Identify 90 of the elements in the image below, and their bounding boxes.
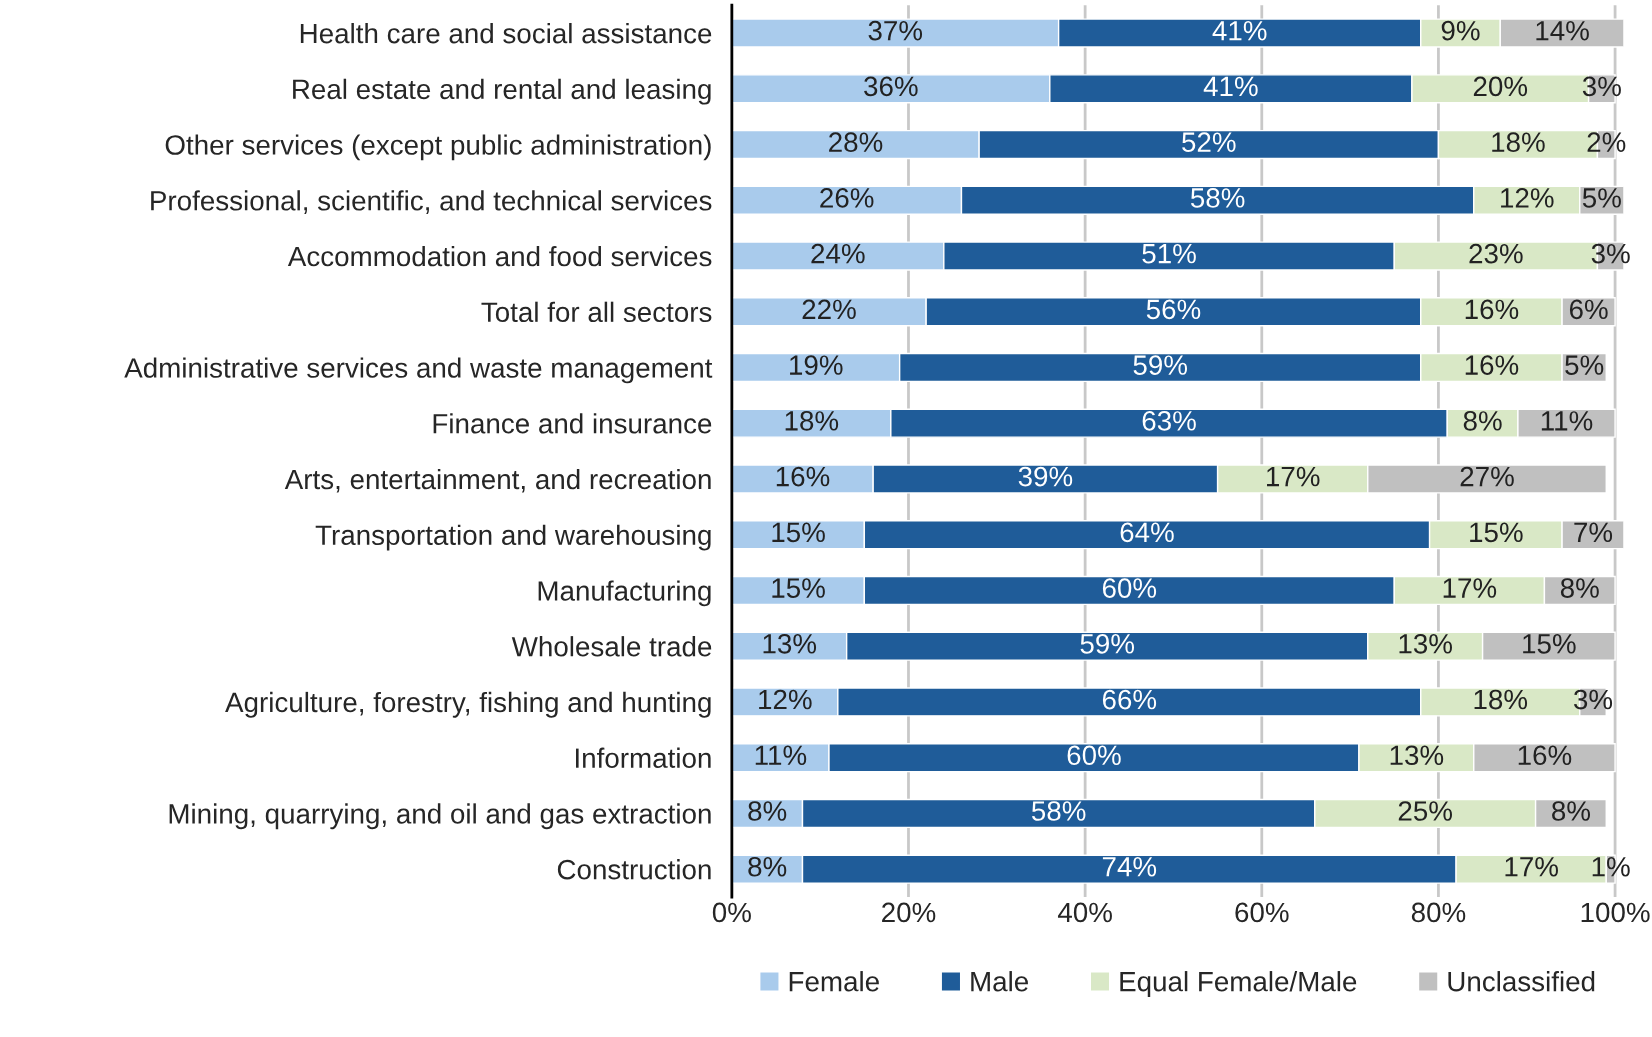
data-label: 16%: [1465, 355, 1519, 375]
data-label: 3%: [1591, 243, 1630, 264]
data-label: 14%: [1536, 20, 1589, 41]
data-label: 15%: [1523, 634, 1576, 654]
data-label: 8%: [1552, 801, 1591, 821]
data-label: 26%: [820, 188, 874, 208]
data-label: 22%: [802, 299, 856, 320]
data-label: 15%: [772, 578, 825, 598]
y-tick-label: Arts, entertainment, and recreation: [284, 468, 711, 493]
data-label: 56%: [1146, 299, 1201, 320]
y-tick-label: Professional, scientific, and technical services: [151, 190, 712, 214]
data-label: 12%: [1501, 188, 1554, 208]
data-label: 23%: [1469, 243, 1523, 264]
x-tick-label: 100%: [1581, 902, 1650, 923]
data-label: 5%: [1582, 188, 1621, 208]
data-label: 8%: [748, 856, 787, 877]
y-tick-label: Mining, quarrying, and oil and gas extraction: [169, 803, 711, 830]
data-label: 9%: [1441, 20, 1480, 41]
data-label: 11%: [755, 745, 807, 766]
legend-label: Male: [971, 971, 1028, 992]
x-tick-label: 60%: [1235, 902, 1289, 923]
data-label: 39%: [1018, 466, 1073, 487]
data-label: 28%: [829, 132, 883, 152]
legend-label: Female: [789, 971, 879, 992]
data-label: 27%: [1460, 466, 1514, 487]
data-label: 18%: [785, 411, 839, 431]
data-label: 24%: [811, 243, 865, 264]
data-label: 15%: [1470, 522, 1523, 543]
data-label: 19%: [790, 355, 843, 375]
data-label: 3%: [1582, 76, 1621, 97]
data-label: 8%: [1463, 411, 1502, 431]
data-label: 8%: [748, 801, 787, 821]
data-label: 13%: [763, 633, 817, 654]
data-label: 15%: [772, 522, 825, 543]
data-label: 58%: [1190, 188, 1245, 208]
data-label: 8%: [1560, 578, 1599, 598]
x-tick-label: 0%: [712, 902, 751, 923]
data-label: 63%: [1142, 411, 1196, 431]
y-tick-label: Transportation and warehousing: [315, 524, 711, 551]
legend-label: Equal Female/Male: [1120, 971, 1357, 997]
data-label: 17%: [1267, 466, 1320, 487]
data-label: 16%: [776, 466, 830, 487]
data-label: 18%: [1474, 689, 1528, 710]
data-label: 1%: [1592, 857, 1630, 877]
data-label: 58%: [1031, 801, 1086, 821]
data-label: 74%: [1102, 857, 1157, 877]
data-label: 18%: [1492, 132, 1545, 152]
data-label: 52%: [1182, 132, 1236, 152]
x-tick-label: 20%: [882, 902, 936, 923]
data-label: 37%: [868, 20, 923, 41]
y-tick-label: Finance and insurance: [433, 413, 712, 434]
y-tick-label: Total for all sectors: [481, 301, 712, 323]
y-tick-label: Agriculture, forestry, fishing and hunting: [225, 691, 711, 718]
data-label: 13%: [1399, 633, 1452, 654]
data-label: 59%: [1080, 633, 1135, 654]
y-tick-label: Information: [576, 747, 711, 768]
data-label: 66%: [1102, 689, 1157, 710]
data-label: 17%: [1505, 857, 1558, 877]
data-label: 25%: [1398, 801, 1452, 821]
data-label: 5%: [1565, 355, 1604, 375]
data-label: 3%: [1573, 689, 1613, 710]
x-tick-label: 80%: [1411, 902, 1466, 923]
y-tick-label: Health care and social assistance: [300, 22, 712, 44]
data-label: 59%: [1133, 355, 1188, 375]
data-label: 7%: [1574, 522, 1613, 543]
y-tick-label: Wholesale trade: [511, 636, 712, 657]
data-label: 60%: [1102, 578, 1157, 598]
x-tick-label: 40%: [1057, 902, 1112, 923]
data-label: 12%: [759, 689, 812, 710]
data-label: 16%: [1518, 745, 1572, 766]
y-tick-label: Construction: [557, 859, 711, 880]
data-label: 51%: [1142, 243, 1196, 264]
data-label: 13%: [1390, 745, 1444, 766]
data-label: 16%: [1465, 299, 1519, 320]
data-label: 41%: [1212, 20, 1267, 41]
data-label: 64%: [1120, 522, 1174, 543]
y-tick-label: Accommodation and food services: [287, 245, 712, 267]
legend-label: Unclassified: [1448, 971, 1595, 992]
data-label: 2%: [1587, 132, 1626, 152]
y-tick-label: Administrative services and waste management: [124, 357, 713, 384]
y-tick-label: Manufacturing: [538, 580, 711, 607]
data-label: 20%: [1473, 76, 1528, 97]
data-label: 6%: [1569, 299, 1608, 320]
y-tick-label: Real estate and rental and leasing: [293, 78, 711, 105]
y-tick-label: Other services (except public administration): [165, 134, 711, 161]
data-label: 17%: [1443, 578, 1497, 598]
data-label: 41%: [1203, 76, 1258, 97]
data-label: 11%: [1541, 411, 1593, 431]
data-label: 36%: [864, 76, 918, 97]
data-label: 60%: [1067, 745, 1121, 766]
